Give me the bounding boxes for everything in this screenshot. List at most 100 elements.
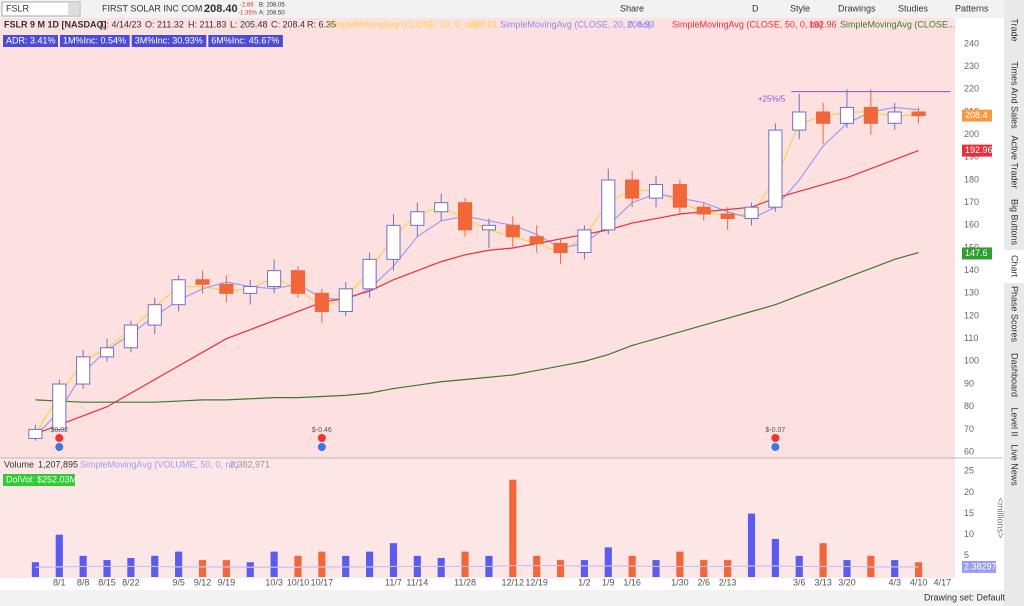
y-tick-label: 110 (964, 333, 978, 343)
volume-tag-text: 2.38297 (964, 561, 997, 571)
price-pane (0, 18, 1003, 458)
candle-body (553, 242, 568, 254)
side-tab[interactable]: Big Buttons (1010, 199, 1020, 246)
toolbar (0, 0, 1024, 18)
price-tag-text: 192.96 (965, 145, 993, 155)
change: -2.86 (240, 3, 254, 9)
volume-bar (437, 557, 445, 577)
toolbar-button[interactable]: D (752, 3, 759, 13)
side-tab[interactable]: Active Trader (1010, 135, 1020, 188)
x-tick-label: 10/3 (265, 577, 283, 587)
info-date: D: 4/14/23 (100, 19, 142, 29)
volume-pane (0, 458, 955, 578)
x-tick-label: 10/17 (311, 577, 334, 587)
price-tag-text: 208.4 (965, 110, 988, 120)
y-tick-label: 140 (964, 265, 979, 275)
badge (3, 35, 58, 47)
x-tick-label: 10/10 (287, 577, 310, 587)
x-tick-label: 9/5 (172, 577, 185, 587)
dividend-marker[interactable] (771, 443, 780, 451)
side-tab[interactable]: Chart (1010, 255, 1020, 278)
volume-bar (652, 560, 660, 577)
y-tick-label: 220 (964, 84, 979, 94)
volume-bar (103, 560, 111, 577)
symbol-input[interactable] (1, 1, 81, 17)
candle-body (839, 106, 855, 124)
toolbar-button[interactable]: Share (620, 3, 644, 13)
side-tab[interactable]: Trade (1010, 18, 1020, 41)
y-tick-label: 100 (964, 356, 979, 366)
badge (208, 35, 283, 47)
info-symbol: FSLR 9 M 1D [NASDAQ] (4, 19, 107, 29)
candle-body (505, 224, 520, 238)
volume-bar (891, 560, 899, 577)
study-label: SimpleMovingAvg (CLOSE, 20, 0, no) (500, 19, 651, 29)
x-tick-label: 3/20 (838, 577, 856, 587)
info-range: R: 6.35 (307, 19, 336, 29)
candle-body (123, 324, 138, 349)
badge (131, 35, 207, 47)
x-tick-label: 12/12 (502, 577, 525, 587)
study-label: SimpleMovingAvg (CLOSE... (840, 19, 955, 29)
side-tab[interactable]: Dashboard (1010, 353, 1020, 397)
volume-sma (35, 564, 919, 568)
volume-study: SimpleMovingAvg (VOLUME, 50, 0, no) (80, 459, 238, 469)
dividend-marker[interactable] (317, 443, 326, 451)
candle-body (410, 211, 425, 226)
dropdown[interactable] (68, 3, 79, 15)
volume-label: Volume (4, 459, 34, 469)
candle-body (481, 224, 496, 231)
toolbar-button[interactable]: Studies (898, 3, 929, 13)
badge (60, 35, 130, 47)
x-tick-label: 2/6 (698, 577, 711, 587)
badge-text: 3M%Inc: 30.93% (135, 35, 203, 45)
candle-body (720, 213, 735, 220)
x-tick-label: 1/9 (602, 577, 615, 587)
candle-body (99, 347, 115, 358)
side-tab[interactable]: Phase Scores (1010, 286, 1020, 343)
candle-body (52, 383, 67, 430)
volume-study-value: 2,382,971 (230, 459, 270, 469)
earnings-marker[interactable] (317, 434, 326, 442)
y-tick-label: 60 (964, 446, 974, 456)
side-tab[interactable]: Level II (1010, 407, 1020, 436)
candle-body (887, 111, 902, 124)
y-tick-label: 130 (964, 288, 979, 298)
candle-body (290, 270, 306, 294)
candle-body (792, 111, 807, 131)
earnings-marker[interactable] (55, 434, 64, 442)
candle-body (338, 288, 353, 312)
event-label: $-0.46 (312, 427, 332, 434)
toolbar-button[interactable]: Style (790, 3, 810, 13)
candle-body (816, 111, 831, 124)
volume-bar (175, 551, 183, 577)
candle-body (625, 179, 640, 199)
candle-body (744, 206, 759, 220)
side-tab[interactable]: Times And Sales (1010, 61, 1020, 129)
y-tick-label: 90 (964, 378, 974, 388)
x-tick-label: 1/30 (671, 577, 689, 587)
earnings-marker[interactable] (771, 434, 780, 442)
y-tick-label: 240 (964, 38, 979, 48)
info-open: O: 211.32 (145, 19, 184, 29)
candle-body (672, 184, 687, 208)
candle-body (147, 304, 162, 326)
dividend-marker[interactable] (55, 443, 64, 451)
volume-bar (700, 560, 708, 577)
annotation-label: +25%/5 (758, 95, 786, 104)
last-price: 208.40 (204, 3, 238, 15)
tab-selected (1004, 250, 1024, 283)
toolbar-button[interactable]: Drawings (838, 3, 876, 13)
status-text: Drawing set: Default (924, 592, 1006, 602)
toolbar-button[interactable]: Patterns (955, 3, 989, 13)
x-tick-label: 9/19 (218, 577, 236, 587)
side-tab[interactable]: Live News (1010, 444, 1020, 486)
volume-tag (962, 560, 996, 573)
bid: B: 208.05 (259, 3, 285, 9)
info-high: H: 211.83 (188, 19, 226, 29)
y-tick-label: 230 (964, 61, 979, 71)
candle-body (696, 206, 711, 215)
moving-average (35, 251, 919, 403)
event-label: $-0.07 (765, 427, 785, 434)
